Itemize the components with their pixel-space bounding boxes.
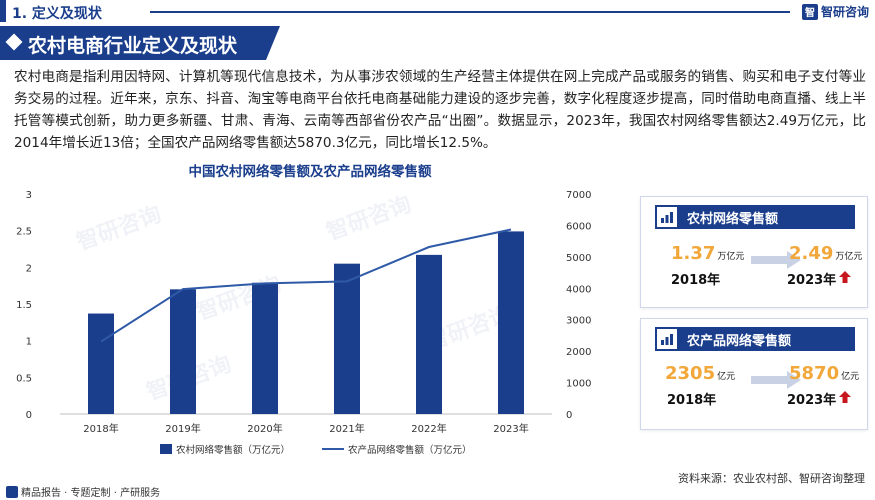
card-from-year: 2018年 xyxy=(671,273,721,288)
watermark-text: 智研咨询 xyxy=(323,191,415,246)
logo-icon: 智 xyxy=(801,3,818,20)
logo: 智 智研咨询 xyxy=(801,3,869,20)
logo-text: 智研咨询 xyxy=(820,5,869,19)
y-right-tick-label: 0 xyxy=(566,410,572,421)
top-divider xyxy=(150,11,790,13)
y-left-tick-label: 1 xyxy=(26,337,32,348)
card-header: 农产品网络零售额 xyxy=(655,327,855,351)
x-tick-label: 2018年 xyxy=(83,422,118,435)
bar-2021年 xyxy=(334,263,360,414)
x-tick-label: 2020年 xyxy=(247,422,282,435)
title-banner: 农村电商行业定义及现状 xyxy=(0,26,280,60)
x-tick-label: 2019年 xyxy=(165,422,200,435)
line-series-agri xyxy=(100,228,512,343)
bar-2019年 xyxy=(170,289,196,414)
bar-2020年 xyxy=(252,282,278,414)
x-tick-label: 2021年 xyxy=(329,422,364,435)
card-title: 农产品网络零售额 xyxy=(687,333,792,349)
intro-paragraph: 农村电商是指利用因特网、计算机等现代信息技术，为从事涉农领域的生产经营主体提供在… xyxy=(14,69,866,151)
card-from-year: 2018年 xyxy=(667,393,717,408)
card-to-year: 2023年 xyxy=(787,393,837,408)
arrow-right-icon xyxy=(751,371,801,389)
x-tick-label: 2022年 xyxy=(411,422,446,435)
card-title: 农村网络零售额 xyxy=(687,211,779,227)
card-to-value: 2.49 万亿元 xyxy=(789,243,863,264)
diamond-icon xyxy=(5,33,23,51)
watermark-text: 智研咨询 xyxy=(73,201,165,256)
arrow-right-icon xyxy=(751,251,801,269)
source-note: 资料来源：农业农村部、智研咨询整理 xyxy=(678,472,865,485)
y-left-tick-label: 3 xyxy=(26,190,32,201)
bar-2018年 xyxy=(88,313,114,414)
x-tick-label: 2023年 xyxy=(493,422,528,435)
card-rural-retail: 农村网络零售额 1.37 万亿元 2018年 2.49 万亿元 2023年 xyxy=(640,196,868,308)
chart-title: 中国农村网络零售额及农产品网络零售额 xyxy=(188,164,432,180)
combo-chart: 智研咨询智研咨询智研咨询智研咨询智研咨询00.511.522.530100020… xyxy=(16,190,591,456)
page-title: 农村电商行业定义及现状 xyxy=(28,35,238,57)
y-left-tick-label: 2 xyxy=(26,263,32,274)
bar-2022年 xyxy=(416,254,442,414)
y-right-tick-label: 7000 xyxy=(566,190,591,201)
card-from-value: 1.37 万亿元 xyxy=(671,243,745,264)
card-to-value: 5870 亿元 xyxy=(789,363,860,384)
up-arrow-icon xyxy=(839,391,851,403)
y-right-tick-label: 2000 xyxy=(566,347,591,358)
legend-bar-swatch xyxy=(160,444,172,454)
y-left-tick-label: 0.5 xyxy=(16,373,32,384)
card-agri-retail: 农产品网络零售额 2305 亿元 2018年 5870 亿元 2023年 xyxy=(640,318,868,430)
legend-bar-label: 农村网络零售额（万亿元） xyxy=(176,444,290,456)
y-right-tick-label: 6000 xyxy=(566,221,591,232)
card-header: 农村网络零售额 xyxy=(655,205,855,229)
up-arrow-icon xyxy=(839,271,851,283)
footer-tagline-text: 精品报告 · 专题定制 · 产研服务 xyxy=(21,488,161,499)
top-accent-bar xyxy=(0,0,6,22)
card-from-value: 2305 亿元 xyxy=(665,363,736,384)
y-right-tick-label: 4000 xyxy=(566,284,591,295)
y-right-tick-label: 3000 xyxy=(566,316,591,327)
logo-icon xyxy=(6,485,18,498)
y-left-tick-label: 1.5 xyxy=(16,300,32,311)
legend-line-label: 农产品网络零售额（万亿元） xyxy=(348,444,472,456)
section-title: 1. 定义及现状 xyxy=(12,6,102,22)
y-right-tick-label: 1000 xyxy=(566,379,591,390)
y-left-tick-label: 2.5 xyxy=(16,227,32,238)
bar-2023年 xyxy=(498,231,524,414)
bar-chart-icon xyxy=(655,327,679,351)
top-bar: 1. 定义及现状 智 智研咨询 xyxy=(0,0,875,24)
card-to-year: 2023年 xyxy=(787,273,837,288)
footer-tagline: 精品报告 · 专题定制 · 产研服务 xyxy=(6,484,160,499)
y-left-tick-label: 0 xyxy=(26,410,32,421)
bar-chart-icon xyxy=(655,205,679,229)
y-right-tick-label: 5000 xyxy=(566,253,591,264)
